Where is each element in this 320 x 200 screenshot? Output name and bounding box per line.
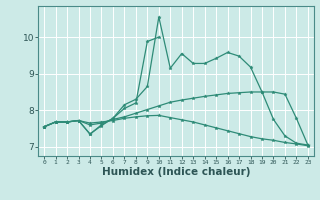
X-axis label: Humidex (Indice chaleur): Humidex (Indice chaleur) xyxy=(102,167,250,177)
